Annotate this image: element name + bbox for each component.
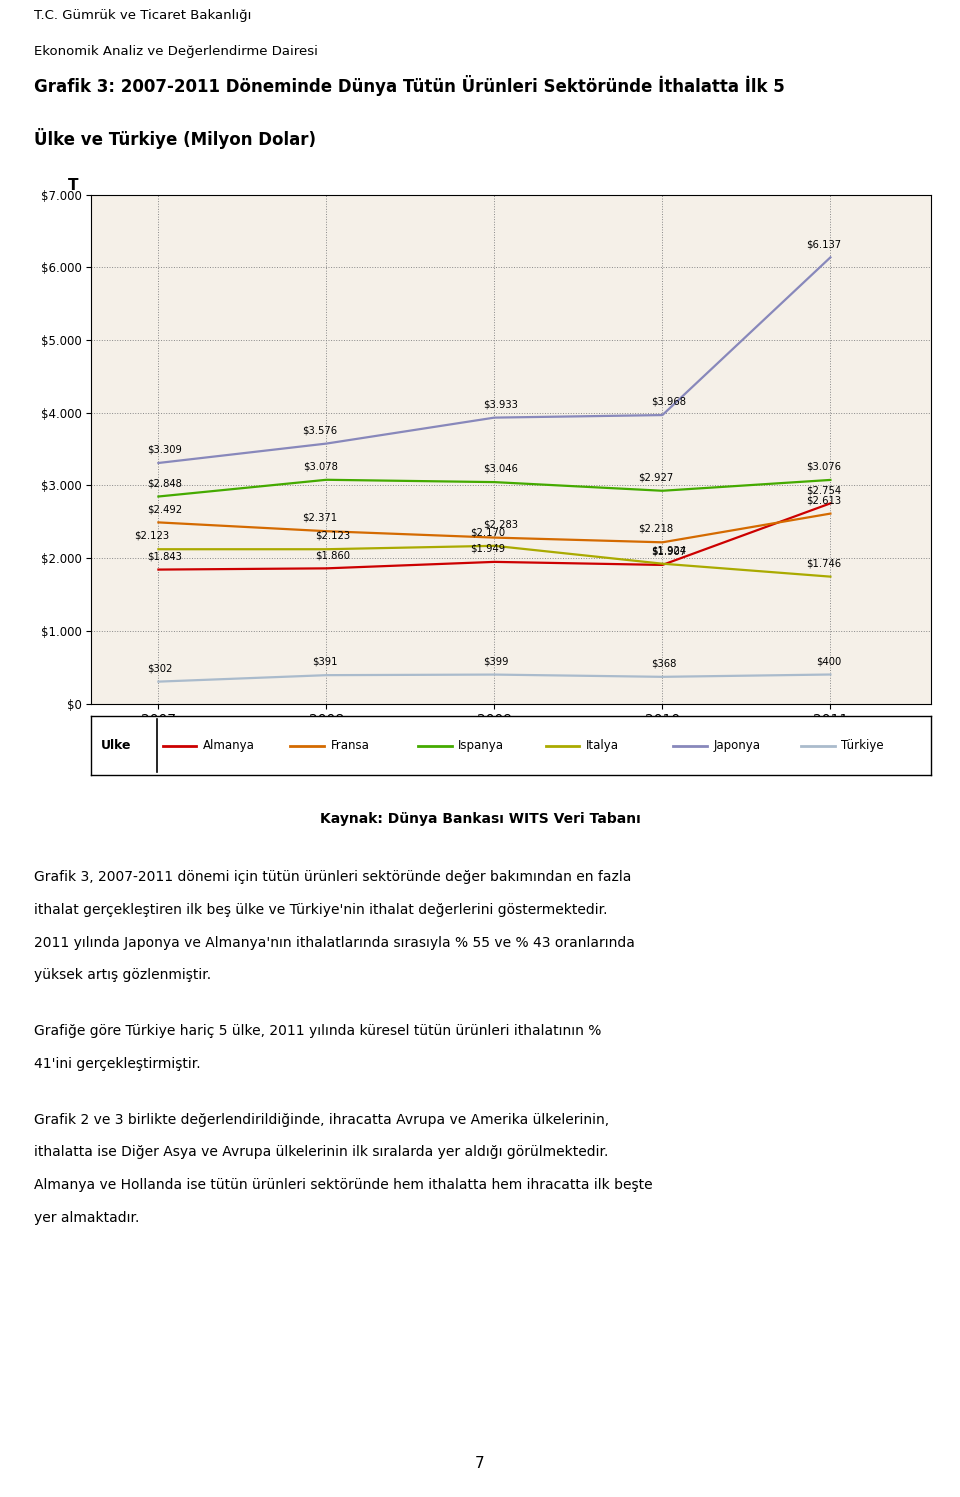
Text: $2.123: $2.123 <box>134 531 170 540</box>
Text: $302: $302 <box>147 663 173 674</box>
Text: $3.076: $3.076 <box>806 461 842 472</box>
Text: Grafik 3, 2007-2011 dönemi için tütün ürünleri sektöründe değer bakımından en fa: Grafik 3, 2007-2011 dönemi için tütün ür… <box>34 870 631 883</box>
Text: $391: $391 <box>312 657 338 666</box>
Text: $1.860: $1.860 <box>315 549 350 560</box>
Text: ithalatta ise Diğer Asya ve Avrupa ülkelerinin ilk sıralarda yer aldığı görülmek: ithalatta ise Diğer Asya ve Avrupa ülkel… <box>34 1145 608 1160</box>
Text: Fransa: Fransa <box>330 740 370 751</box>
Text: $400: $400 <box>816 656 842 666</box>
Text: T.C. Gümrük ve Ticaret Bakanlığı: T.C. Gümrük ve Ticaret Bakanlığı <box>34 9 251 22</box>
Text: T: T <box>68 178 79 193</box>
Text: $3.046: $3.046 <box>483 464 518 473</box>
Text: 7: 7 <box>475 1455 485 1472</box>
Text: Türkiye: Türkiye <box>841 740 884 751</box>
Text: Ulke: Ulke <box>102 740 132 751</box>
Text: $2.123: $2.123 <box>315 531 350 540</box>
Text: $1.843: $1.843 <box>147 551 182 561</box>
Text: Grafik 2 ve 3 birlikte değerlendirildiğinde, ihracatta Avrupa ve Amerika ülkeler: Grafik 2 ve 3 birlikte değerlendirildiği… <box>34 1112 609 1127</box>
Text: 41'ini gerçekleştirmiştir.: 41'ini gerçekleştirmiştir. <box>34 1057 201 1070</box>
Text: Ekonomik Analiz ve Değerlendirme Dairesi: Ekonomik Analiz ve Değerlendirme Dairesi <box>34 45 318 58</box>
Text: $3.576: $3.576 <box>302 425 338 436</box>
Text: $2.848: $2.848 <box>147 478 182 488</box>
Text: Grafiğe göre Türkiye hariç 5 ülke, 2011 yılında küresel tütün ürünleri ithalatın: Grafiğe göre Türkiye hariç 5 ülke, 2011 … <box>34 1024 601 1037</box>
Text: $3.933: $3.933 <box>483 400 518 409</box>
Text: $2.218: $2.218 <box>638 524 674 534</box>
Text: Italya: Italya <box>586 740 619 751</box>
Text: Almanya ve Hollanda ise tütün ürünleri sektöründe hem ithalatta hem ihracatta il: Almanya ve Hollanda ise tütün ürünleri s… <box>34 1178 652 1193</box>
Text: $368: $368 <box>651 659 677 669</box>
Text: $6.137: $6.137 <box>806 240 842 249</box>
Text: $2.754: $2.754 <box>806 485 842 496</box>
Text: $3.078: $3.078 <box>302 461 338 472</box>
Text: Japonya: Japonya <box>713 740 760 751</box>
Text: Kaynak: Dünya Bankası WITS Veri Tabanı: Kaynak: Dünya Bankası WITS Veri Tabanı <box>320 811 640 826</box>
Text: Ispanya: Ispanya <box>458 740 504 751</box>
Text: $2.371: $2.371 <box>302 513 338 522</box>
Text: Almanya: Almanya <box>203 740 254 751</box>
Text: $2.613: $2.613 <box>806 496 842 506</box>
Text: $3.968: $3.968 <box>651 397 686 407</box>
Text: $1.907: $1.907 <box>651 546 686 557</box>
Text: ithalat gerçekleştiren ilk beş ülke ve Türkiye'nin ithalat değerlerini göstermek: ithalat gerçekleştiren ilk beş ülke ve T… <box>34 903 607 916</box>
X-axis label: yil: yil <box>503 734 519 748</box>
Text: $3.309: $3.309 <box>147 445 182 455</box>
Text: $399: $399 <box>483 656 509 666</box>
Text: 2011 yılında Japonya ve Almanya'nın ithalatlarında sırasıyla % 55 ve % 43 oranla: 2011 yılında Japonya ve Almanya'nın itha… <box>34 936 635 949</box>
Text: yer almaktadır.: yer almaktadır. <box>34 1211 139 1226</box>
Text: $2.170: $2.170 <box>470 527 506 537</box>
Text: $2.927: $2.927 <box>638 473 674 482</box>
Text: $1.746: $1.746 <box>806 558 842 569</box>
Text: $2.492: $2.492 <box>147 504 182 513</box>
Text: $1.949: $1.949 <box>470 543 506 554</box>
Text: Ülke ve Türkiye (Milyon Dolar): Ülke ve Türkiye (Milyon Dolar) <box>34 129 316 150</box>
Text: $2.283: $2.283 <box>483 519 518 530</box>
Text: Grafik 3: 2007-2011 Döneminde Dünya Tütün Ürünleri Sektöründe İthalatta İlk 5: Grafik 3: 2007-2011 Döneminde Dünya Tütü… <box>34 75 784 96</box>
Text: $1.924: $1.924 <box>651 545 686 555</box>
Text: yüksek artış gözlenmiştir.: yüksek artış gözlenmiştir. <box>34 969 211 982</box>
